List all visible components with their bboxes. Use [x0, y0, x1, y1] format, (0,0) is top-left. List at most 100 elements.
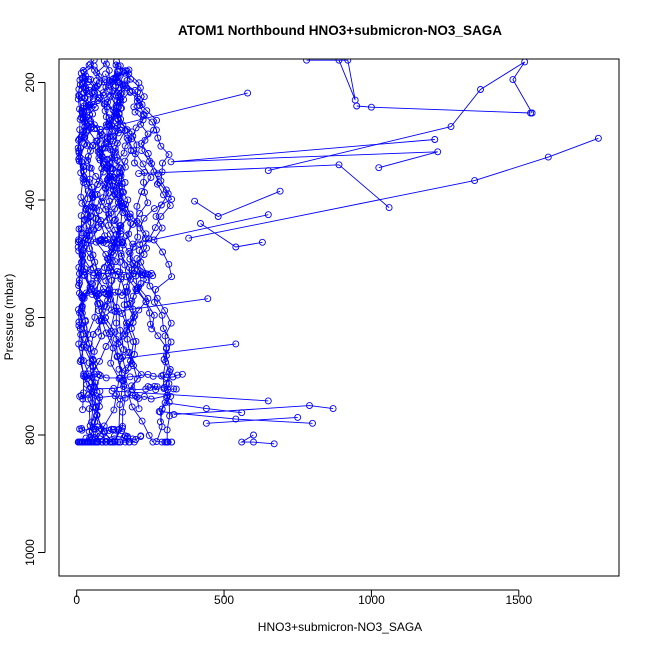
profile-point: [117, 249, 125, 257]
x-tick-label: 0: [73, 593, 80, 607]
profile-point: [139, 160, 147, 168]
y-axis-label: Pressure (mbar): [2, 274, 16, 361]
profile-point: [112, 319, 120, 327]
profile-point: [96, 300, 104, 307]
band-point: [137, 432, 145, 440]
data-point: [477, 86, 484, 93]
profile-point: [76, 81, 84, 89]
profile-point: [79, 406, 87, 414]
profile-point: [117, 164, 125, 172]
profile-point: [150, 205, 158, 213]
outlier-series: [185, 134, 602, 242]
profile-point: [135, 405, 143, 413]
profile-point: [120, 301, 128, 309]
outlier-series: [135, 161, 393, 212]
profile-point: [160, 191, 167, 199]
profile-point: [86, 245, 93, 253]
profile-point: [74, 243, 82, 251]
profile-point: [94, 397, 102, 405]
profile-point: [75, 276, 83, 284]
profile-point: [75, 263, 83, 271]
profile-point: [112, 258, 119, 266]
profile-point: [116, 79, 124, 87]
data-point: [250, 438, 257, 446]
band-point: [169, 373, 177, 381]
profile-point: [102, 113, 110, 121]
data-point: [294, 413, 302, 421]
outlier-series: [96, 89, 252, 133]
profile-point: [87, 164, 95, 172]
profile-point: [151, 224, 159, 232]
series-line: [132, 214, 269, 245]
profile-point: [115, 110, 123, 118]
outlier-series: [202, 413, 302, 427]
profile-point: [140, 93, 148, 101]
profile-point: [102, 329, 110, 337]
profile-point: [89, 194, 97, 202]
profile-point: [110, 406, 118, 414]
profile-point: [81, 272, 89, 280]
profile-point: [131, 312, 139, 320]
profile-point: [98, 198, 106, 206]
outlier-series: [170, 402, 337, 418]
data-point: [244, 89, 252, 97]
profile-point: [129, 319, 137, 326]
data-point: [204, 295, 212, 303]
y-tick-label: 1000: [23, 539, 37, 566]
data-point: [238, 409, 246, 417]
profile-point: [167, 338, 175, 346]
profile-point: [163, 344, 170, 352]
series-line: [240, 434, 275, 445]
band-point: [149, 372, 157, 380]
profile-point: [148, 160, 156, 168]
profile-point: [128, 382, 135, 390]
series-line: [188, 137, 599, 239]
data-point: [303, 59, 311, 64]
profile-point: [114, 438, 122, 446]
profile-point: [98, 152, 106, 160]
data-point: [270, 440, 278, 448]
data-point: [335, 59, 343, 64]
profile-point: [123, 77, 131, 84]
profile-point: [81, 94, 88, 102]
outlier-series: [111, 295, 212, 316]
band-point: [101, 236, 109, 244]
y-tick-label: 600: [23, 307, 37, 327]
profile-point: [147, 320, 154, 328]
profile-point: [126, 249, 134, 257]
profile-point: [163, 426, 171, 434]
profile-point: [115, 84, 123, 92]
data-point: [367, 103, 375, 111]
profile-point: [137, 258, 145, 266]
profile-point: [77, 193, 85, 201]
y-tick-label: 200: [23, 72, 37, 92]
outlier-series: [161, 399, 246, 417]
profile-point: [102, 83, 110, 91]
profile-point: [99, 89, 107, 97]
profile-point: [105, 256, 112, 263]
profile-point: [105, 66, 113, 74]
profile-point: [131, 159, 138, 167]
profile-point: [119, 332, 127, 340]
profile-point: [140, 214, 148, 222]
profile-point: [90, 121, 98, 129]
profile-point: [96, 95, 104, 103]
profile-point: [127, 357, 134, 365]
profile-point: [113, 71, 121, 79]
data-point: [471, 177, 479, 185]
band-point: [153, 383, 161, 391]
profile-point: [125, 136, 133, 144]
data-point: [155, 408, 163, 415]
data-point: [232, 340, 240, 348]
outlier-series: [353, 102, 535, 117]
data-point: [161, 399, 169, 407]
profile-point: [118, 202, 126, 210]
band-point: [96, 427, 103, 435]
data-point: [117, 355, 125, 363]
profile-point: [157, 142, 165, 150]
profile-point: [138, 417, 146, 425]
profile-point: [134, 233, 142, 241]
band-point: [120, 434, 128, 442]
data-point: [351, 96, 359, 104]
profile-point: [112, 335, 120, 343]
